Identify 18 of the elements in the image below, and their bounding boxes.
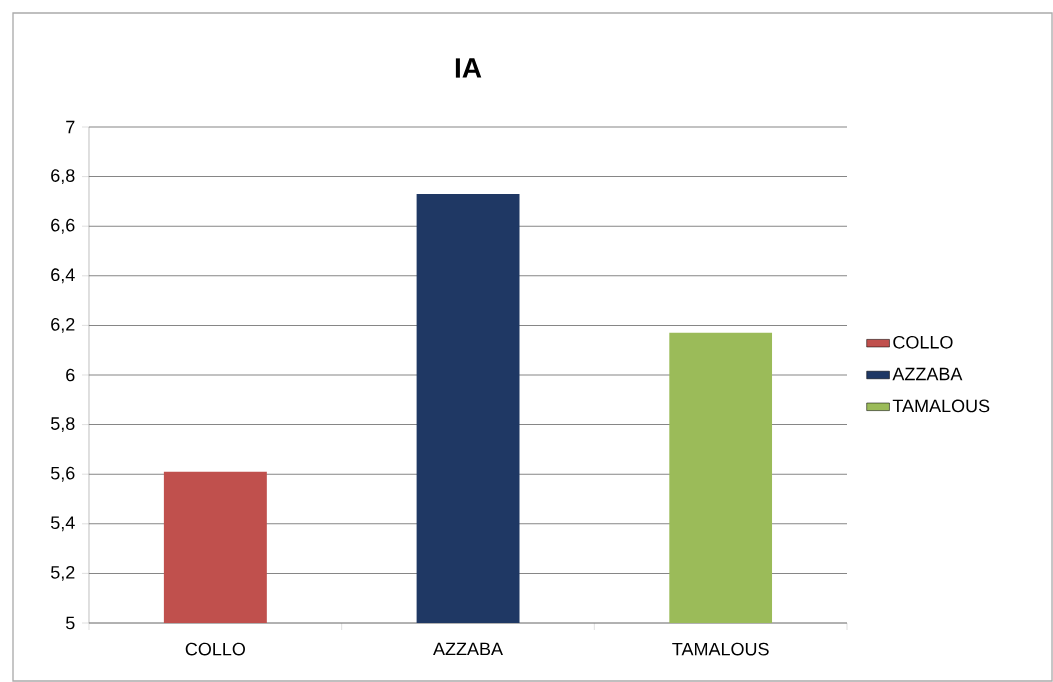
x-tick-label: TAMALOUS (672, 642, 769, 656)
y-tick-label: 6 (66, 368, 75, 382)
legend-label: AZZABA (892, 367, 963, 381)
x-tick-label: COLLO (185, 642, 245, 656)
y-tick-label: 6,8 (51, 169, 75, 185)
y-tick-label: 6,4 (51, 268, 75, 284)
y-tick-label: 6,6 (51, 218, 75, 234)
y-tick-label: 5,8 (50, 417, 75, 433)
y-tick-label: 6,2 (51, 317, 75, 333)
chart-title: IA (455, 58, 482, 78)
x-tick-label: AZZABA (433, 642, 503, 656)
y-tick-label: 5 (65, 616, 75, 630)
y-tick-label: 5,4 (50, 516, 75, 532)
y-tick-label: 5,2 (50, 565, 75, 581)
y-tick-label: 5,6 (50, 466, 75, 482)
legend-label: COLLO (893, 335, 953, 349)
legend-label: TAMALOUS (892, 399, 990, 413)
y-tick-label: 7 (66, 120, 75, 134)
